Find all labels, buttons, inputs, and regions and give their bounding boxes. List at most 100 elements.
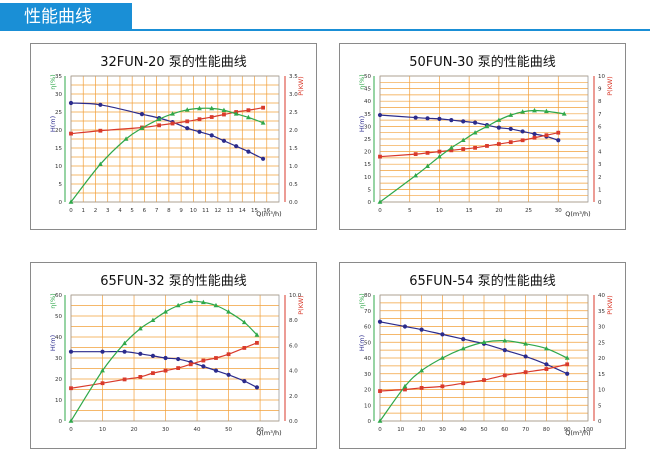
- chart-title: 32FUN-20 泵的性能曲线: [100, 55, 247, 70]
- y-tick-label-left: 5: [368, 187, 372, 193]
- power-point: [69, 386, 73, 391]
- power-point: [163, 368, 168, 373]
- head-point: [461, 119, 466, 124]
- head-point: [260, 156, 266, 161]
- power-point: [565, 362, 570, 367]
- power-point: [214, 356, 218, 360]
- head-axis-label: H(m): [358, 116, 366, 132]
- head-point: [556, 138, 561, 143]
- power-point: [437, 149, 442, 154]
- eff-axis-label: η(%): [49, 74, 57, 89]
- x-tick-label: 30: [439, 427, 446, 433]
- y-tick-label-left: 50: [364, 340, 371, 346]
- x-tick-label: 2: [94, 208, 98, 214]
- head-point: [377, 112, 383, 118]
- efficiency-point: [496, 117, 502, 122]
- head-point: [185, 126, 190, 131]
- efficiency-point: [460, 345, 466, 351]
- power-point: [226, 352, 231, 357]
- x-axis-label: Q(m³/h): [565, 210, 590, 218]
- efficiency-point: [200, 299, 206, 305]
- chart-title: 50FUN-30 泵的性能曲线: [409, 55, 556, 70]
- y-tick-label-left: 35: [364, 112, 371, 118]
- head-point: [520, 129, 525, 134]
- head-point: [523, 354, 528, 359]
- efficiency-point: [460, 137, 466, 143]
- efficiency-point: [523, 341, 528, 346]
- head-point: [139, 112, 145, 117]
- plot-frame: [70, 294, 280, 422]
- y-tick-label-left: 20: [364, 388, 371, 394]
- y-tick-label-left: 50: [364, 74, 371, 80]
- y-tick-label-left: 0: [368, 419, 372, 425]
- y-tick-label-right: 3: [598, 162, 602, 168]
- x-tick-label: 0: [69, 208, 73, 214]
- y-tick-label-right: 30: [598, 325, 605, 331]
- power-point: [122, 377, 127, 382]
- power-point: [482, 378, 486, 382]
- y-tick-label-right: 6.0: [289, 343, 298, 349]
- head-point: [502, 348, 507, 353]
- power-point: [98, 128, 103, 133]
- chart-panel-65fun-32: 65FUN-32 泵的性能曲线 0 10 20 30 40 50 60 0.0 2.0 4.0 6.…: [30, 262, 317, 449]
- y-tick-label-left: 45: [364, 87, 371, 93]
- section-title: 性能曲线: [0, 3, 132, 31]
- x-tick-label: 50: [225, 427, 232, 433]
- x-tick-label: 13: [227, 208, 234, 214]
- power-point: [419, 386, 424, 390]
- y-tick-label-left: 10: [364, 403, 371, 409]
- x-tick-label: 50: [481, 427, 488, 433]
- eff-axis-label: η(%): [358, 74, 366, 89]
- x-axis-label: Q(m³/h): [256, 429, 281, 437]
- efficiency-point: [544, 108, 549, 114]
- power-point: [209, 115, 214, 119]
- efficiency-point: [150, 317, 156, 322]
- efficiency-point: [437, 154, 442, 159]
- y-tick-label-left: 10: [364, 175, 371, 181]
- efficiency-point: [97, 161, 103, 166]
- y-tick-label-left: 40: [364, 99, 371, 105]
- head-axis-label: H(m): [358, 335, 366, 351]
- power-point: [425, 150, 430, 155]
- efficiency-point: [139, 125, 145, 130]
- head-point: [246, 149, 251, 154]
- y-tick-label-right: 1.0: [289, 164, 298, 170]
- head-point: [100, 349, 105, 354]
- head-point: [544, 362, 549, 367]
- power-point: [556, 130, 561, 135]
- head-point: [163, 355, 168, 361]
- efficiency-point: [448, 145, 454, 150]
- head-point: [213, 368, 219, 373]
- head-point: [532, 131, 537, 137]
- x-tick-label: 70: [522, 427, 529, 433]
- chart-svg: 0 10 20 30 40 50 60 70 80 0 5 10 15 20 25 30 35 40 0 10 20 30…: [358, 293, 614, 437]
- power-point: [188, 362, 193, 367]
- head-point: [150, 353, 156, 358]
- x-tick-label: 10: [99, 427, 106, 433]
- x-tick-label: 1: [81, 208, 85, 214]
- efficiency-point: [163, 309, 168, 314]
- efficiency-point: [137, 326, 143, 331]
- efficiency-point: [564, 355, 570, 360]
- head-point: [461, 337, 466, 342]
- power-point: [473, 145, 477, 150]
- head-point: [402, 324, 408, 329]
- y-tick-label-left: 20: [364, 150, 371, 156]
- efficiency-curve: [379, 340, 568, 422]
- head-point: [234, 144, 239, 149]
- head-point: [68, 100, 74, 106]
- y-tick-label-left: 80: [364, 293, 371, 299]
- header-underline: [0, 29, 650, 31]
- y-tick-label-left: 20: [55, 128, 62, 134]
- y-tick-label-left: 40: [55, 335, 62, 341]
- x-tick-label: 20: [131, 427, 138, 433]
- efficiency-point: [472, 130, 478, 135]
- efficiency-point: [241, 319, 247, 325]
- efficiency-point: [413, 172, 419, 178]
- efficiency-point: [197, 105, 202, 111]
- y-tick-label-right: 5: [598, 403, 602, 409]
- head-point: [508, 126, 513, 132]
- x-tick-label: 60: [501, 427, 508, 433]
- x-tick-label: 40: [194, 427, 201, 433]
